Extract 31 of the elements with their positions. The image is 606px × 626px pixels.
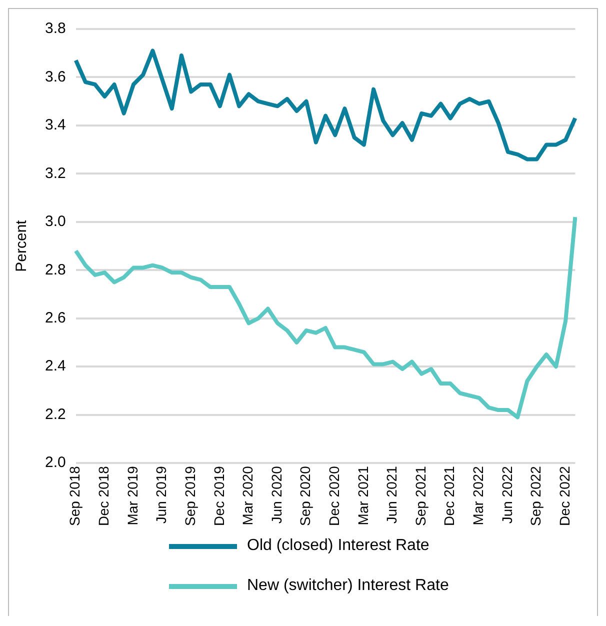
x-tick-label: Dec 2022 [556,466,572,526]
y-tick-label: 2.0 [44,454,66,472]
x-tick-label: Sep 2019 [182,466,198,526]
x-tick-label: Dec 2020 [326,466,342,526]
x-tick-label: Sep 2021 [412,466,428,526]
legend-label: New (switcher) Interest Rate [247,577,449,595]
x-tick-label: Jun 2020 [268,466,284,524]
x-tick-label: Jun 2019 [153,466,170,524]
y-tick-label: 2.4 [44,358,66,375]
legend-label: Old (closed) Interest Rate [247,537,430,555]
y-tick-label: 3.6 [44,68,66,86]
x-tick-label: Mar 2021 [354,466,371,526]
x-tick-label: Sep 2018 [66,466,83,526]
x-tick-label: Dec 2018 [96,466,112,526]
x-tick-label: Dec 2019 [210,466,227,526]
x-tick-label: Mar 2020 [240,466,256,526]
y-tick-label: 2.6 [44,310,66,327]
x-tick-label: Jun 2021 [384,466,400,524]
y-tick-label: 3.2 [44,164,66,182]
y-tick-label: 3.0 [44,213,66,230]
x-tick-label: Mar 2019 [124,466,140,526]
x-tick-label: Jun 2022 [498,466,515,524]
x-tick-label: Sep 2020 [297,466,314,526]
y-tick-label: 2.2 [44,406,66,423]
x-tick-label: Mar 2022 [470,466,486,526]
x-tick-label: Dec 2021 [441,466,458,526]
x-tick-label: Sep 2022 [528,466,544,526]
y-tick-label: 3.4 [44,116,66,134]
y-tick-label: 3.8 [44,20,66,38]
y-axis-title: Percent [13,219,30,272]
y-tick-label: 2.8 [44,261,66,278]
